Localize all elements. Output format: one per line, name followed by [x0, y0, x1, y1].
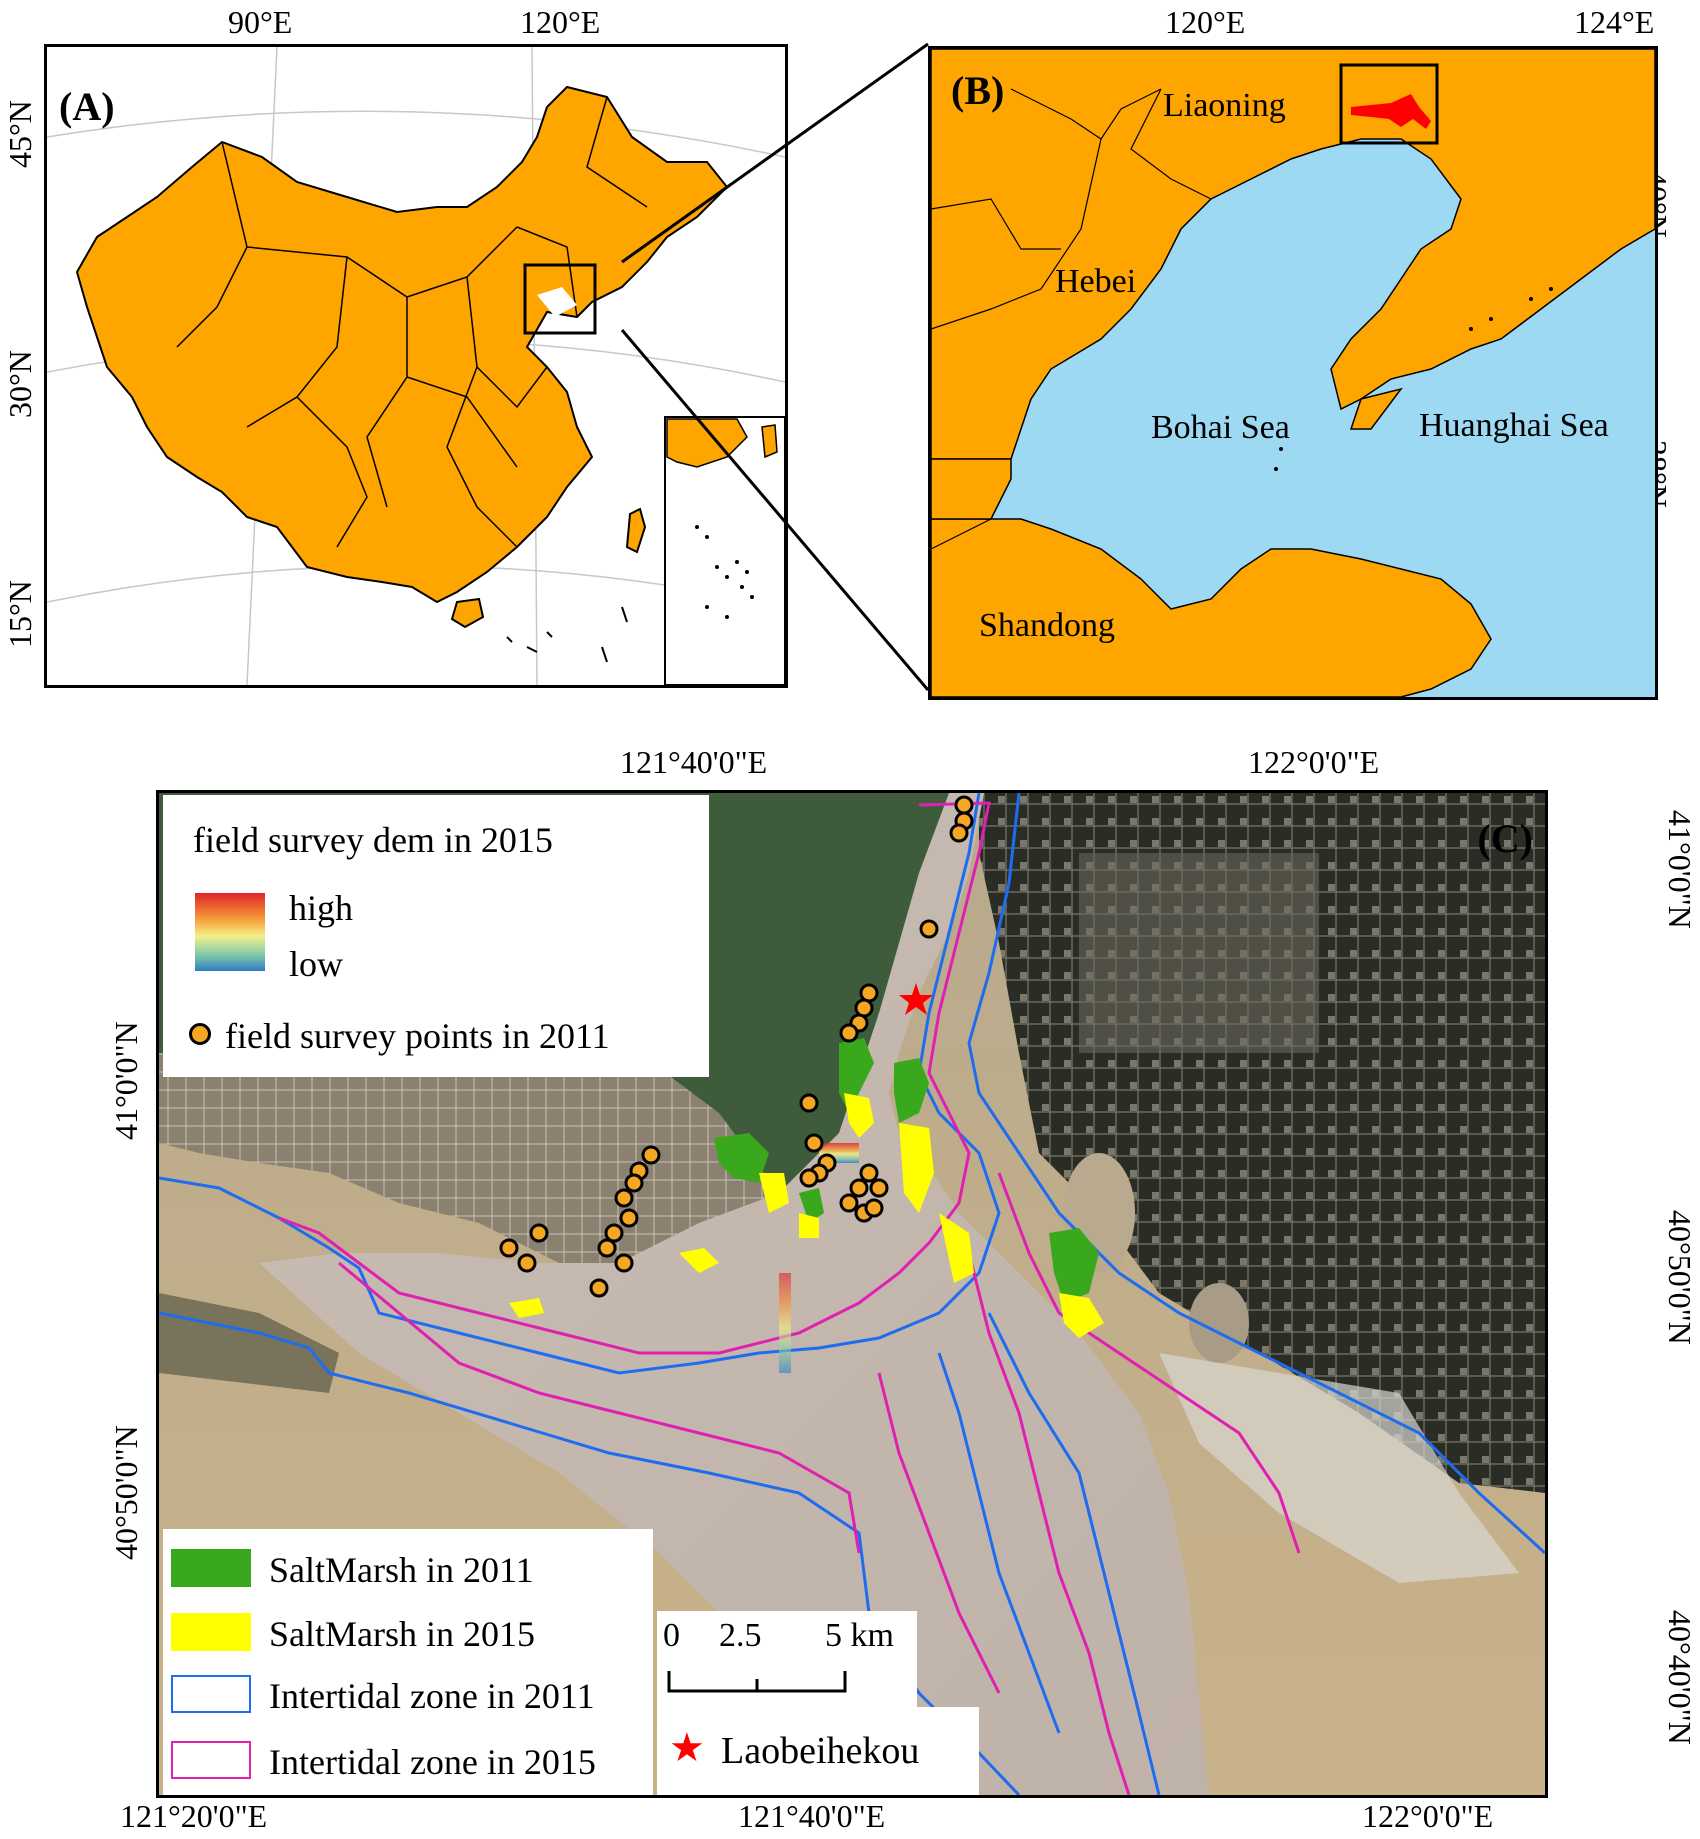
panelA-top-tick-90: 90°E	[228, 4, 293, 40]
river-channel	[259, 793, 1209, 1795]
dem-legend-low: low	[289, 944, 343, 984]
intertidal-2011-swatch	[171, 1675, 251, 1713]
panelC-bottom-tick-1220: 122°0'0"E	[1362, 1798, 1494, 1834]
panelC-left-tick-4050: 40°50'0"N	[108, 1425, 144, 1560]
dem-legend-title: field survey dem in 2015	[193, 820, 553, 860]
place-bohai-sea: Bohai Sea	[1151, 409, 1290, 446]
star-legend-symbol: ★	[669, 1725, 705, 1771]
panelB-map: (B) Liaoning Hebei Bohai Sea Huanghai Se…	[928, 46, 1658, 700]
panelC-left-tick-410: 41°0'0"N	[108, 1021, 144, 1140]
place-shandong: Shandong	[979, 607, 1115, 644]
panelC-right-tick-410: 41°0'0"N	[1662, 810, 1698, 929]
scalebar-box: 0 2.5 5 km	[657, 1611, 917, 1707]
saltmarsh-2015-swatch	[171, 1613, 251, 1651]
scalebar-line	[667, 1671, 847, 1693]
panelA-top-tick-120: 120°E	[520, 4, 601, 40]
panelB-top-tick-124: 124°E	[1574, 4, 1655, 40]
panelC-label: (C)	[1477, 816, 1533, 861]
survey-points-legend-label: field survey points in 2011	[225, 1016, 610, 1056]
saltmarsh-2011-swatch	[171, 1549, 251, 1587]
north-land	[931, 49, 1655, 460]
panelA-label: (A)	[59, 84, 115, 129]
place-liaoning: Liaoning	[1163, 87, 1286, 124]
intertidal-2015-swatch	[171, 1741, 251, 1779]
panelC-top-tick-1220: 122°0'0"E	[1248, 744, 1380, 780]
panelB-borders	[931, 88, 1212, 550]
place-hebei: Hebei	[1055, 263, 1137, 300]
dem-color-ramp	[195, 893, 265, 971]
panelC-right-tick-4040: 40°40'0"N	[1662, 1610, 1698, 1745]
place-huanghai-sea: Huanghai Sea	[1419, 407, 1609, 444]
hainan-island	[450, 597, 485, 629]
scalebar-tick-5km: 5 km	[825, 1617, 894, 1654]
saltmarsh-2015-label: SaltMarsh in 2015	[269, 1614, 535, 1654]
panelC-bottom-tick-12120: 121°20'0"E	[120, 1798, 268, 1834]
west-farmland	[159, 1053, 799, 1273]
study-area-red	[1351, 94, 1431, 129]
legend-top: field survey dem in 2015 high low field …	[163, 795, 709, 1077]
panelB-top-tick-120: 120°E	[1165, 4, 1246, 40]
saltmarsh-2015	[509, 1093, 1104, 1338]
study-region-box	[523, 263, 597, 335]
scalebar-tick-0: 0	[663, 1617, 680, 1654]
star-legend-label: Laobeihekou	[721, 1730, 920, 1772]
panelC-map: (C) field survey dem in 2015 high low fi…	[156, 790, 1548, 1798]
field-survey-points	[499, 795, 974, 1298]
laobeihekou-star	[899, 983, 933, 1015]
panelC-bottom-tick-12140: 121°40'0"E	[738, 1798, 886, 1834]
saltmarsh-2011-label: SaltMarsh in 2011	[269, 1550, 534, 1590]
legend-bottom: SaltMarsh in 2011 SaltMarsh in 2015 Inte…	[163, 1529, 653, 1795]
taiwan-island	[625, 507, 647, 554]
panelC-right-tick-4050: 40°50'0"N	[1662, 1210, 1698, 1345]
province-borders	[176, 96, 648, 548]
shandong-land	[931, 518, 1492, 697]
dem-legend-high: high	[289, 888, 354, 928]
panelC-top-tick-12140: 121°40'0"E	[620, 744, 768, 780]
survey-point-symbol	[189, 1023, 211, 1045]
intertidal-2015	[278, 801, 1301, 1795]
intertidal-2015-label: Intertidal zone in 2015	[269, 1742, 596, 1782]
star-legend: ★ Laobeihekou	[657, 1707, 979, 1795]
scalebar-tick-2-5: 2.5	[719, 1617, 762, 1654]
intertidal-2011-label: Intertidal zone in 2011	[269, 1676, 595, 1716]
panelB-label: (B)	[951, 68, 1005, 113]
panelB-svg	[931, 49, 1655, 697]
south-sea-islands	[695, 525, 754, 619]
panelB-study-box	[1339, 63, 1439, 145]
